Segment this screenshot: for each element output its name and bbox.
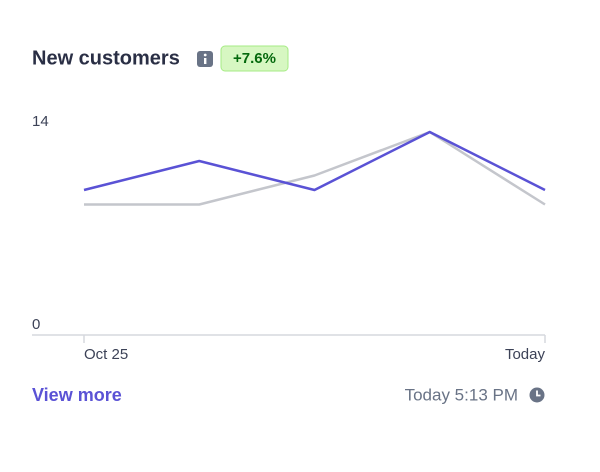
badge-text: +7.6% [233, 50, 276, 67]
line-series [83, 130, 546, 192]
clock-icon [529, 387, 545, 403]
y-tick-label: 14 [32, 113, 49, 130]
badge [220, 45, 289, 72]
info-icon[interactable] [197, 51, 213, 67]
view-more-link[interactable]: View more [32, 385, 122, 405]
line-series [84, 130, 546, 206]
y-tick-label: 0 [32, 316, 40, 333]
clock-hands [536, 390, 541, 397]
info-icon-dot [203, 53, 207, 57]
timestamp: Today 5:13 PM [405, 385, 518, 404]
info-icon-stem [204, 58, 207, 64]
x-tick-label: Today [505, 346, 546, 363]
chart-title: New customers [32, 47, 180, 69]
x-tick-label: Oct 25 [84, 346, 128, 363]
